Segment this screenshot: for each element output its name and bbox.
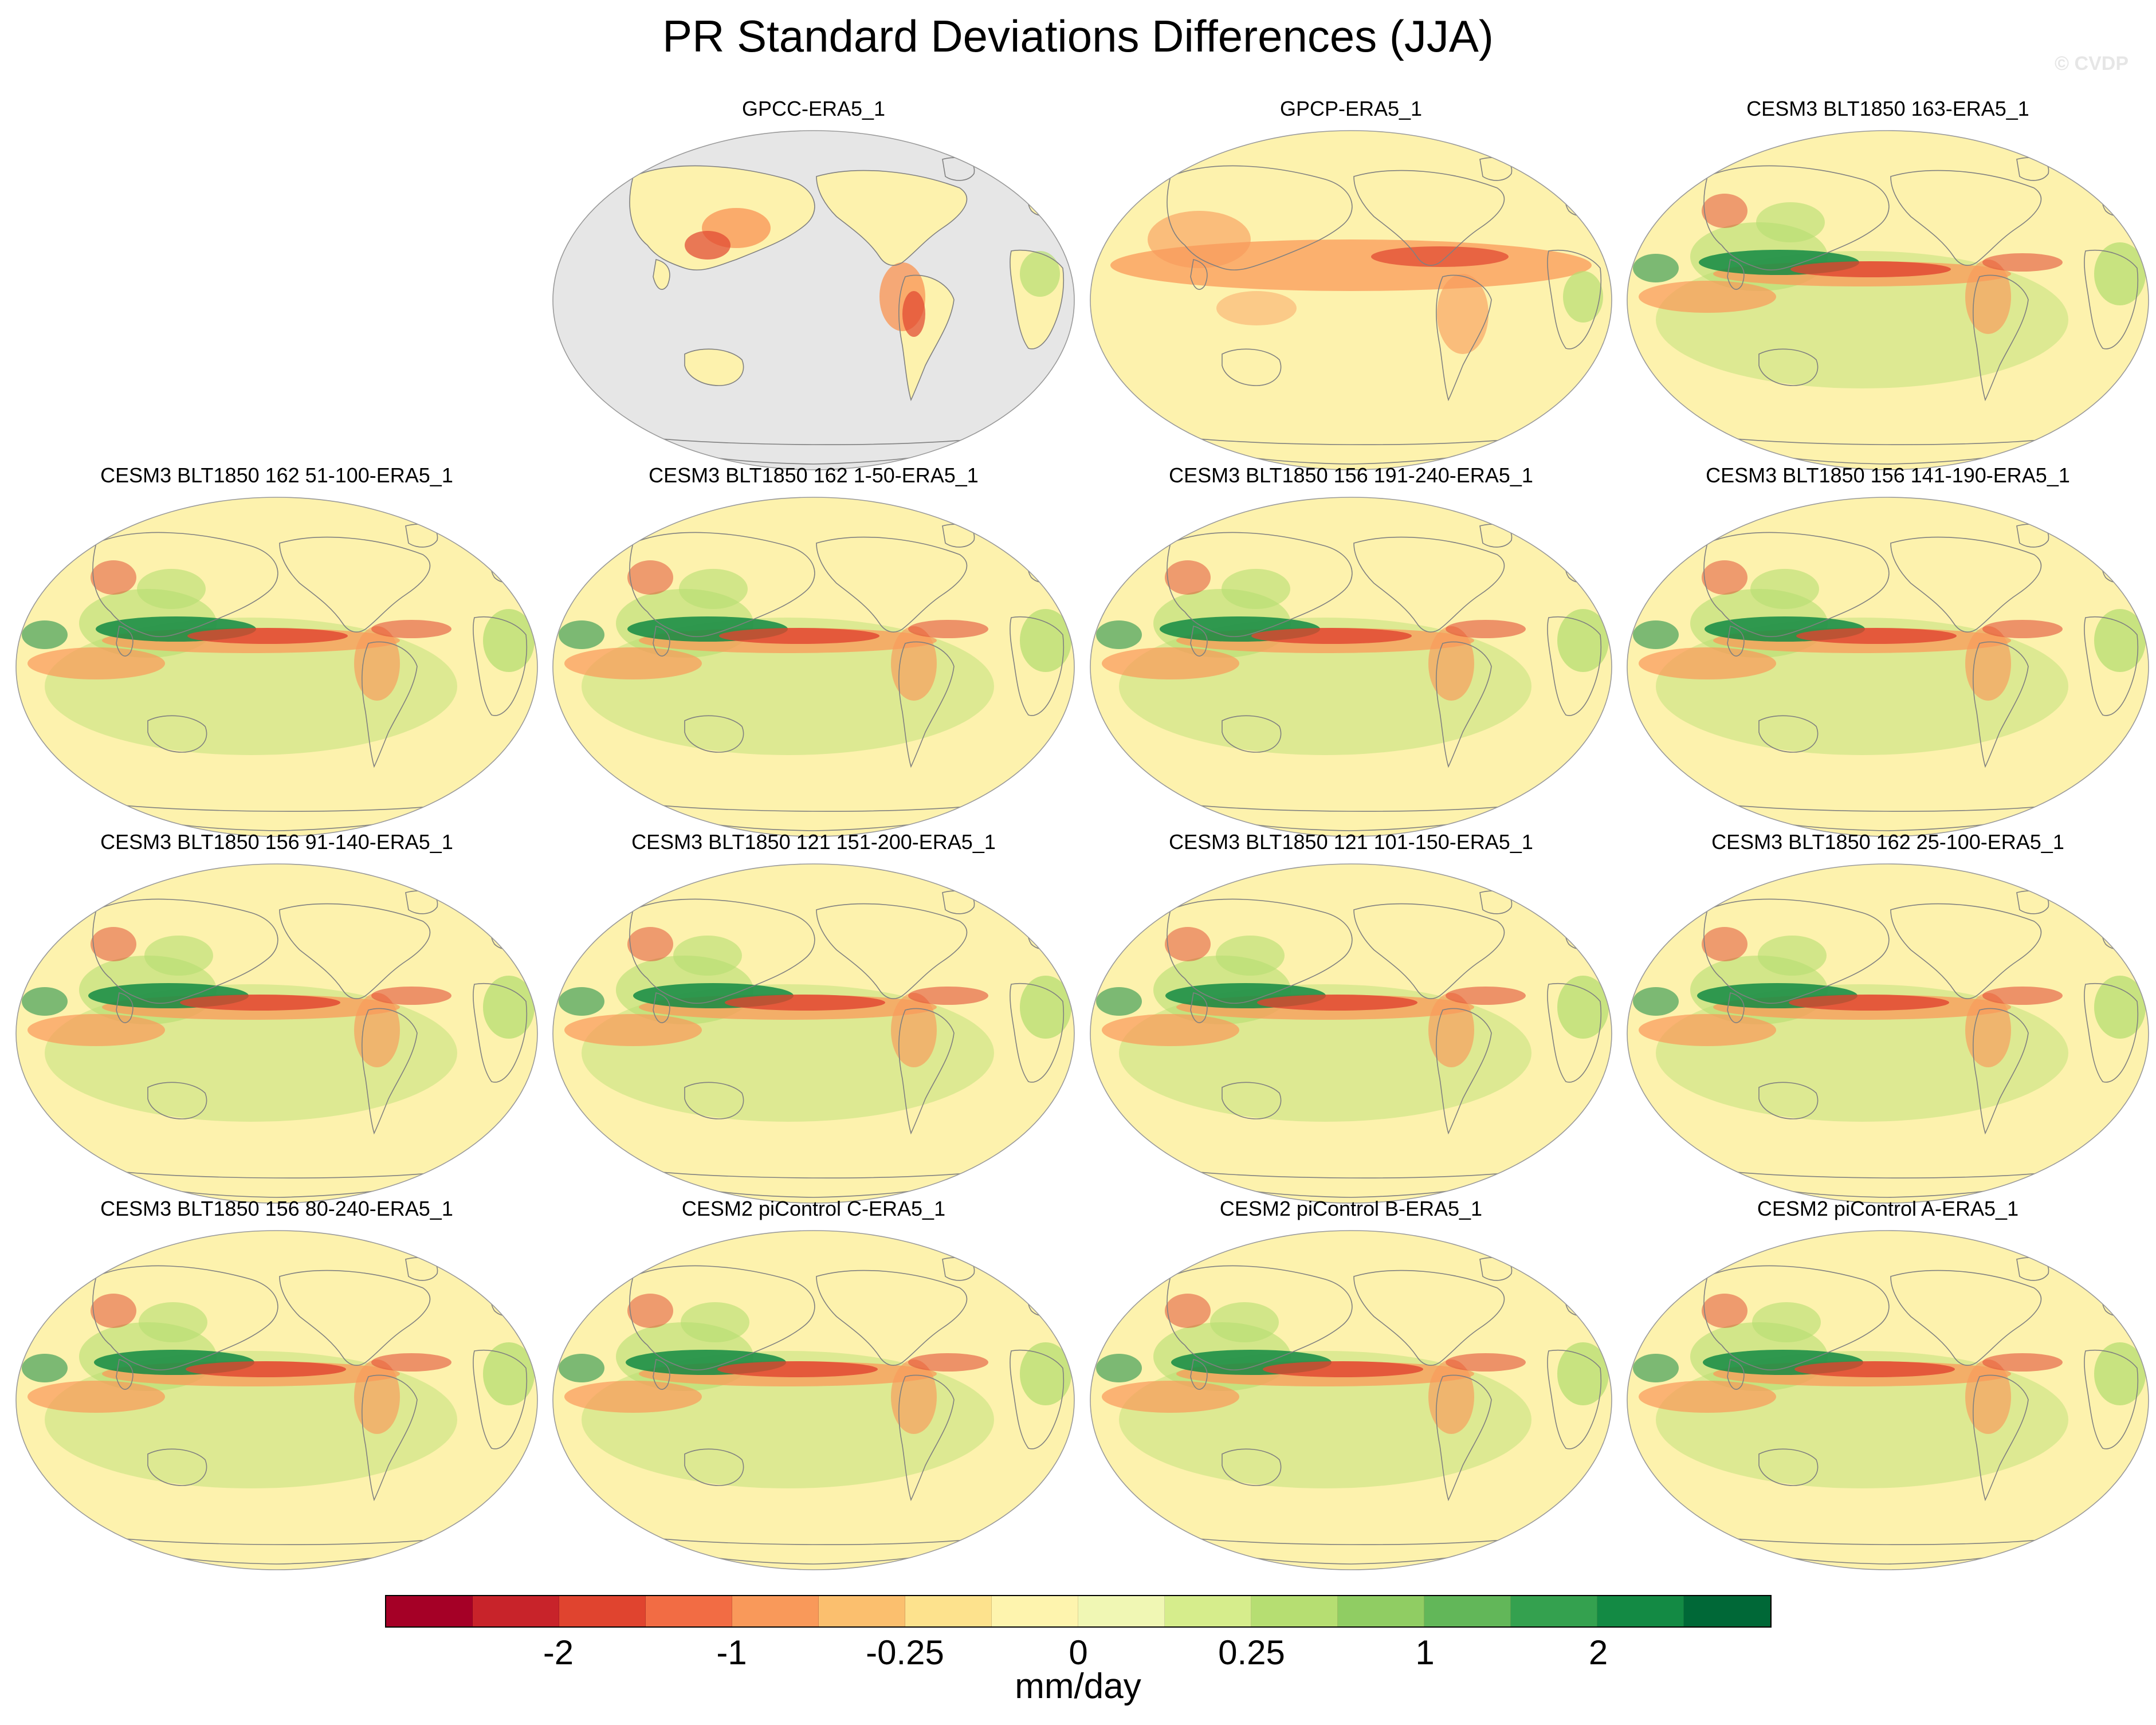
- colorbar-segment: [819, 1596, 905, 1626]
- map-panel: GPCC-ERA5_1: [547, 97, 1080, 476]
- map-panel: CESM3 BLT1850 121 101-150-ERA5_1: [1085, 831, 1617, 1209]
- panel-title: CESM3 BLT1850 156 80-240-ERA5_1: [100, 1197, 453, 1220]
- map-panel: CESM3 BLT1850 156 141-190-ERA5_1: [1621, 464, 2154, 842]
- colorbar-tick-label: 1: [1415, 1633, 1435, 1672]
- colorbar-segment: [732, 1596, 819, 1626]
- colorbar-segment: [1078, 1596, 1165, 1626]
- robinson-map: [1090, 863, 1612, 1204]
- colorbar-segment: [905, 1596, 992, 1626]
- robinson-map: [1627, 1230, 2149, 1570]
- colorbar-units: mm/day: [1015, 1667, 1141, 1706]
- colorbar-tick-label: 0.25: [1218, 1633, 1285, 1672]
- robinson-map: [1090, 1230, 1612, 1570]
- colorbar-tick-label: -0.25: [866, 1633, 944, 1672]
- map-panel: CESM3 BLT1850 162 51-100-ERA5_1: [10, 464, 543, 842]
- colorbar-tick-label: 0: [1069, 1633, 1088, 1672]
- panel-title: CESM3 BLT1850 121 101-150-ERA5_1: [1169, 830, 1533, 854]
- map-panel: CESM3 BLT1850 162 1-50-ERA5_1: [547, 464, 1080, 842]
- robinson-map: [1627, 863, 2149, 1204]
- panel-title: CESM3 BLT1850 162 51-100-ERA5_1: [100, 463, 453, 487]
- colorbar-segment: [1165, 1596, 1251, 1626]
- panel-title: CESM2 piControl C-ERA5_1: [681, 1197, 946, 1220]
- panel-title: CESM3 BLT1850 156 191-240-ERA5_1: [1169, 463, 1533, 487]
- panel-title: CESM3 BLT1850 121 151-200-ERA5_1: [631, 830, 996, 854]
- map-panel: CESM3 BLT1850 156 80-240-ERA5_1: [10, 1197, 543, 1575]
- colorbar-tick-label: -2: [543, 1633, 574, 1672]
- robinson-map: [552, 497, 1075, 837]
- colorbar-segment: [1424, 1596, 1511, 1626]
- robinson-map: [552, 863, 1075, 1204]
- map-panel: CESM3 BLT1850 156 91-140-ERA5_1: [10, 831, 543, 1209]
- colorbar-segment: [386, 1596, 473, 1626]
- panel-title: CESM2 piControl B-ERA5_1: [1219, 1197, 1483, 1220]
- robinson-map: [1090, 497, 1612, 837]
- map-panel: GPCP-ERA5_1: [1085, 97, 1617, 476]
- map-panel: CESM2 piControl A-ERA5_1: [1621, 1197, 2154, 1575]
- colorbar-tick-label: 2: [1588, 1633, 1608, 1672]
- map-panel: CESM3 BLT1850 162 25-100-ERA5_1: [1621, 831, 2154, 1209]
- watermark: © CVDP: [2055, 53, 2128, 74]
- robinson-map: [15, 863, 538, 1204]
- map-panel: CESM2 piControl B-ERA5_1: [1085, 1197, 1617, 1575]
- robinson-map: [552, 1230, 1075, 1570]
- colorbar-segment: [473, 1596, 559, 1626]
- colorbar-segment: [992, 1596, 1078, 1626]
- robinson-map: [1627, 130, 2149, 470]
- map-panel: CESM2 piControl C-ERA5_1: [547, 1197, 1080, 1575]
- colorbar: [385, 1595, 1772, 1628]
- panel-title: GPCC-ERA5_1: [741, 97, 886, 120]
- colorbar-tick-label: -1: [716, 1633, 747, 1672]
- robinson-map: [15, 497, 538, 837]
- colorbar-segment: [1684, 1596, 1770, 1626]
- map-panel: CESM3 BLT1850 156 191-240-ERA5_1: [1085, 464, 1617, 842]
- colorbar-segment: [1597, 1596, 1684, 1626]
- colorbar-segment: [646, 1596, 732, 1626]
- map-panel: CESM3 BLT1850 121 151-200-ERA5_1: [547, 831, 1080, 1209]
- panel-title: CESM3 BLT1850 156 91-140-ERA5_1: [100, 830, 453, 854]
- colorbar-segment: [559, 1596, 646, 1626]
- colorbar-segment: [1251, 1596, 1338, 1626]
- robinson-map: [552, 130, 1075, 470]
- robinson-map: [1090, 130, 1612, 470]
- panel-title: CESM3 BLT1850 163-ERA5_1: [1746, 97, 2029, 120]
- colorbar-segment: [1338, 1596, 1424, 1626]
- panel-title: CESM3 BLT1850 162 1-50-ERA5_1: [649, 463, 979, 487]
- panel-title: GPCP-ERA5_1: [1279, 97, 1423, 120]
- robinson-map: [1627, 497, 2149, 837]
- panel-title: CESM2 piControl A-ERA5_1: [1757, 1197, 2019, 1220]
- colorbar-segment: [1511, 1596, 1597, 1626]
- panel-title: CESM3 BLT1850 156 141-190-ERA5_1: [1706, 463, 2070, 487]
- panel-title: CESM3 BLT1850 162 25-100-ERA5_1: [1711, 830, 2064, 854]
- robinson-map: [15, 1230, 538, 1570]
- map-panel: CESM3 BLT1850 163-ERA5_1: [1621, 97, 2154, 476]
- figure-title: PR Standard Deviations Differences (JJA): [662, 11, 1494, 61]
